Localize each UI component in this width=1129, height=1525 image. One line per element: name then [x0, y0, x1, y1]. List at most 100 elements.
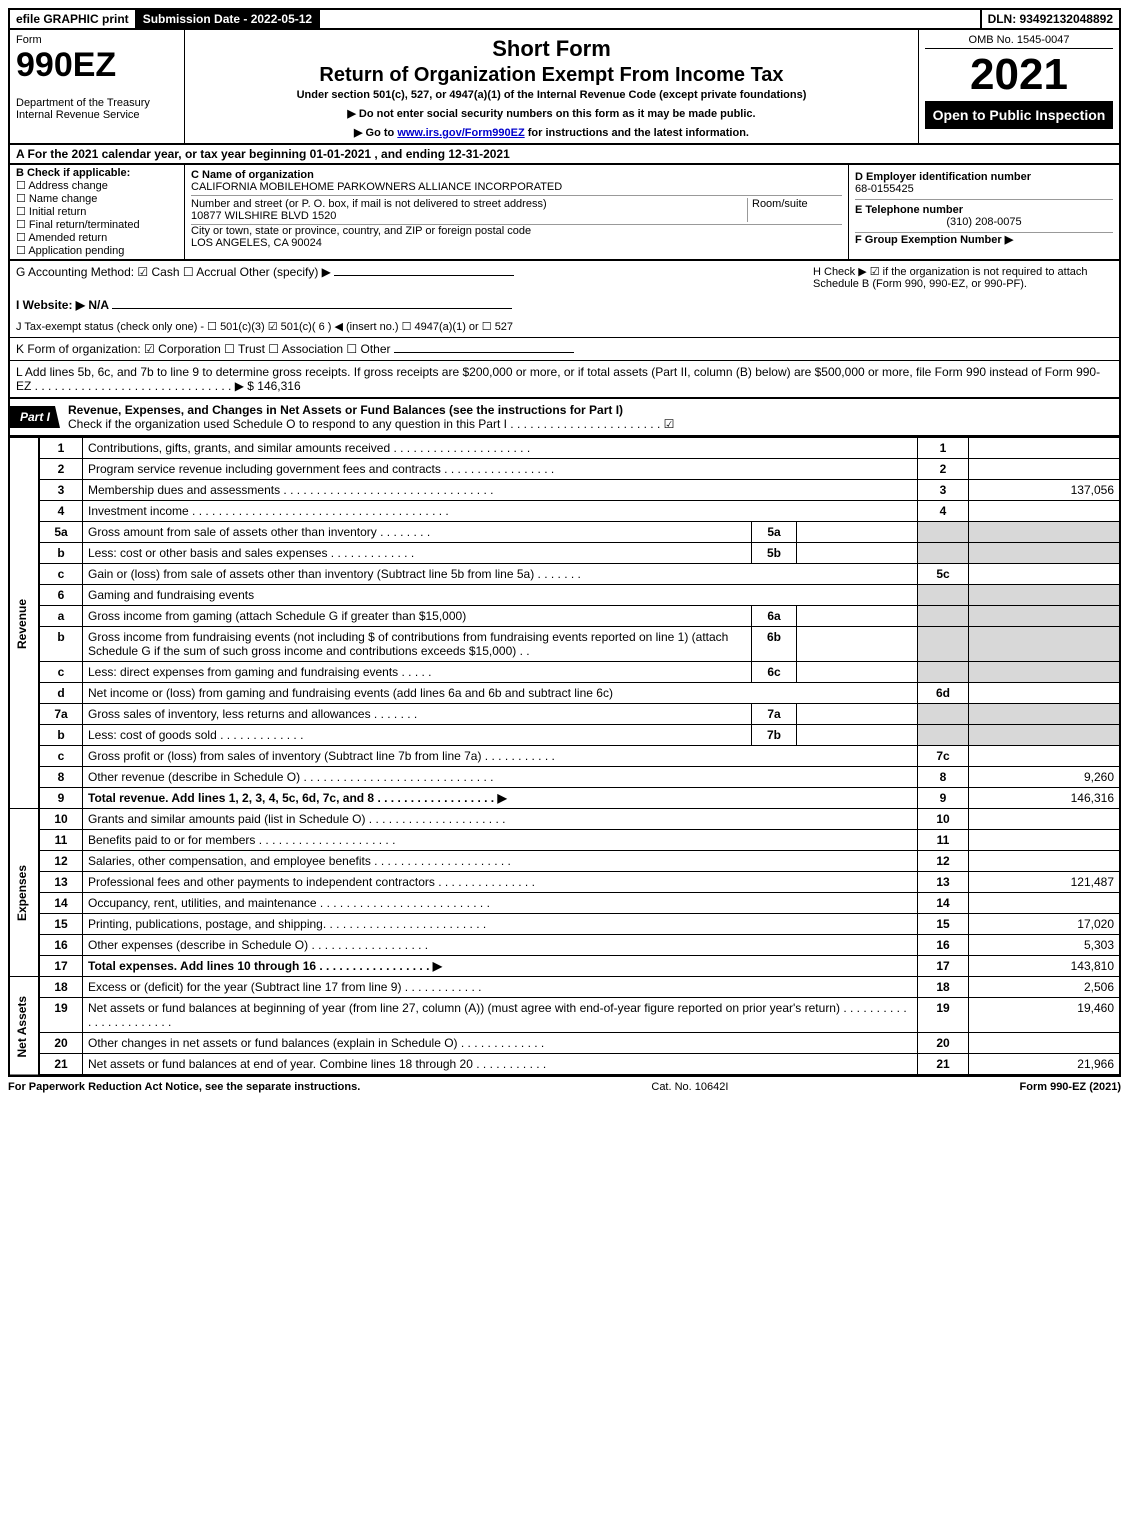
right-line-number: 13 [918, 872, 969, 893]
val-shade [969, 662, 1121, 683]
subline-value [797, 606, 918, 627]
tel: (310) 208-0075 [855, 216, 1113, 228]
efile-print[interactable]: efile GRAPHIC print [10, 10, 137, 28]
omb-number: OMB No. 1545-0047 [925, 34, 1113, 49]
subline-number: 6b [752, 627, 797, 662]
line-value: 2,506 [969, 977, 1121, 998]
numcol-shade [918, 662, 969, 683]
subline-value [797, 662, 918, 683]
val-shade [969, 522, 1121, 543]
subline-number: 7a [752, 704, 797, 725]
chk-initial[interactable]: Initial return [16, 206, 86, 218]
c-col: C Name of organization CALIFORNIA MOBILE… [185, 165, 849, 259]
line-value [969, 683, 1121, 704]
right-line-number: 18 [918, 977, 969, 998]
chk-pending[interactable]: Application pending [16, 245, 124, 257]
street-lbl: Number and street (or P. O. box, if mail… [191, 198, 547, 210]
line-text: Grants and similar amounts paid (list in… [83, 809, 918, 830]
line-text: Gross profit or (loss) from sales of inv… [83, 746, 918, 767]
title-col: Short Form Return of Organization Exempt… [185, 30, 919, 143]
form-of-org: K Form of organization: ☑ Corporation ☐ … [16, 342, 391, 356]
chk-final[interactable]: Final return/terminated [16, 219, 140, 231]
subline-number: 5b [752, 543, 797, 564]
other-org-blank[interactable] [394, 352, 574, 353]
chk-address[interactable]: Address change [16, 180, 108, 192]
right-line-number: 7c [918, 746, 969, 767]
short-form: Short Form [191, 36, 912, 62]
subline-value [797, 704, 918, 725]
city-lbl: City or town, state or province, country… [191, 225, 531, 237]
line-value [969, 459, 1121, 480]
subline-value [797, 627, 918, 662]
d-col: D Employer identification number 68-0155… [849, 165, 1119, 259]
val [969, 585, 1121, 606]
line-number: 7a [39, 704, 83, 725]
subline-value [797, 543, 918, 564]
form-header: Form 990EZ Department of the Treasury In… [8, 30, 1121, 145]
line-number: 16 [39, 935, 83, 956]
numcol-shade [918, 725, 969, 746]
irs-link[interactable]: www.irs.gov/Form990EZ [397, 127, 524, 139]
form-id-col: Form 990EZ Department of the Treasury In… [10, 30, 185, 143]
right-line-number: 12 [918, 851, 969, 872]
part-1-tab: Part I [10, 406, 60, 428]
line-number: c [39, 564, 83, 585]
line-value [969, 564, 1121, 585]
line-number: b [39, 725, 83, 746]
b-label: B Check if applicable: [16, 167, 130, 179]
other-specify-blank[interactable] [334, 275, 514, 276]
line-text: Excess or (deficit) for the year (Subtra… [83, 977, 918, 998]
subline-value [797, 522, 918, 543]
under-section: Under section 501(c), 527, or 4947(a)(1)… [191, 89, 912, 101]
part-1-check: Check if the organization used Schedule … [68, 417, 674, 431]
right-line-number: 17 [918, 956, 969, 977]
section-side-label: Expenses [9, 809, 39, 977]
line-value: 143,810 [969, 956, 1121, 977]
city: LOS ANGELES, CA 90024 [191, 237, 322, 249]
line-value [969, 438, 1121, 459]
line-value [969, 501, 1121, 522]
line-number: 9 [39, 788, 83, 809]
line-value: 146,316 [969, 788, 1121, 809]
line-number: 4 [39, 501, 83, 522]
form-number: 990EZ [16, 46, 116, 84]
line-number: 21 [39, 1054, 83, 1076]
org-name: CALIFORNIA MOBILEHOME PARKOWNERS ALLIANC… [191, 181, 562, 193]
line-number: 15 [39, 914, 83, 935]
accounting-method: G Accounting Method: ☑ Cash ☐ Accrual Ot… [16, 265, 331, 279]
form-word: Form [16, 34, 42, 46]
line-l: L Add lines 5b, 6c, and 7b to line 9 to … [8, 361, 1121, 398]
line-text: Gross income from fundraising events (no… [83, 627, 752, 662]
numcol-shade [918, 606, 969, 627]
submission-date: Submission Date - 2022-05-12 [137, 10, 320, 28]
line-text: Net assets or fund balances at beginning… [83, 998, 918, 1033]
ein-lbl: D Employer identification number [855, 171, 1031, 183]
line-i: I Website: ▶ N/A [8, 294, 1121, 316]
subline-number: 6c [752, 662, 797, 683]
line-number: a [39, 606, 83, 627]
street: 10877 WILSHIRE BLVD 1520 [191, 210, 336, 222]
line-number: 20 [39, 1033, 83, 1054]
line-text: Net assets or fund balances at end of ye… [83, 1054, 918, 1076]
line-text: Gross amount from sale of assets other t… [83, 522, 752, 543]
right-line-number: 3 [918, 480, 969, 501]
line-text: Professional fees and other payments to … [83, 872, 918, 893]
footer: For Paperwork Reduction Act Notice, see … [8, 1076, 1121, 1097]
line-text: Less: cost of goods sold . . . . . . . .… [83, 725, 752, 746]
tax-year: 2021 [925, 53, 1113, 97]
right-line-number: 5c [918, 564, 969, 585]
line-j: J Tax-exempt status (check only one) - ☐… [8, 316, 1121, 338]
right-line-number: 2 [918, 459, 969, 480]
chk-amended[interactable]: Amended return [16, 232, 107, 244]
line-number: 3 [39, 480, 83, 501]
line-text: Gaming and fundraising events [83, 585, 918, 606]
line-number: 6 [39, 585, 83, 606]
tel-lbl: E Telephone number [855, 204, 963, 216]
line-text: Benefits paid to or for members . . . . … [83, 830, 918, 851]
line-text: Gain or (loss) from sale of assets other… [83, 564, 918, 585]
line-text: Salaries, other compensation, and employ… [83, 851, 918, 872]
numcol [918, 585, 969, 606]
chk-name[interactable]: Name change [16, 193, 97, 205]
website-blank[interactable] [112, 308, 512, 309]
subline-number: 5a [752, 522, 797, 543]
